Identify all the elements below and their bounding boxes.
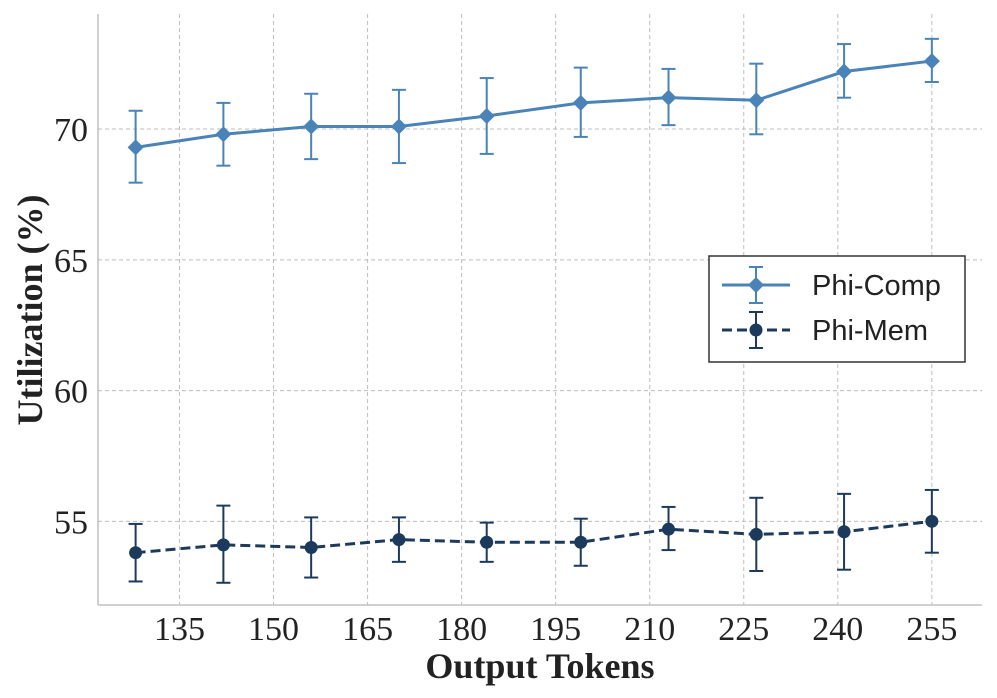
legend-marker-phi-comp [748,277,764,293]
data-point-phi-comp [303,118,320,135]
data-point-phi-comp [748,92,765,109]
y-tick-label: 65 [54,243,88,280]
grid [98,14,982,605]
x-tick-label: 180 [436,611,487,648]
data-point-phi-comp [127,139,144,156]
plot-area [127,37,940,584]
y-tick-label: 60 [54,374,88,411]
data-point-phi-comp [572,94,589,111]
y-tick-label: 55 [54,504,88,541]
legend-marker-phi-mem [749,323,763,337]
x-tick-label: 255 [906,611,957,648]
data-point-phi-mem [129,546,143,560]
data-point-phi-mem [837,525,851,539]
legend-entry-phi-mem: Phi-Mem [722,311,928,349]
x-tick-label: 210 [624,611,675,648]
series-phi-comp [127,37,940,184]
x-axis-title: Output Tokens [425,646,654,686]
y-tick-label: 70 [54,112,88,149]
data-point-phi-mem [392,533,406,547]
series-phi-mem [128,488,939,584]
series-line-phi-mem [135,519,933,555]
legend-label-phi-mem: Phi-Mem [812,315,928,347]
data-point-phi-comp [660,89,677,106]
legend-label-phi-comp: Phi-Comp [812,270,941,302]
data-point-phi-mem [480,535,494,549]
x-tick-label: 135 [154,611,205,648]
data-point-phi-comp [923,53,940,70]
x-tick-label: 225 [718,611,769,648]
data-point-phi-mem [574,535,588,549]
data-point-phi-mem [216,538,230,552]
data-point-phi-mem [925,514,939,528]
data-point-phi-mem [304,540,318,554]
legend: Phi-Comp Phi-Mem [708,255,966,363]
x-tick-label: 195 [530,611,581,648]
x-tick-label: 150 [248,611,299,648]
data-point-phi-comp [478,107,495,124]
data-point-phi-comp [215,126,232,143]
axes-spines [97,14,982,606]
legend-entries: Phi-Comp Phi-Mem [722,266,941,349]
series-line-phi-comp [135,59,933,149]
data-point-phi-mem [749,527,763,541]
data-point-phi-comp [836,63,853,80]
data-point-phi-mem [662,522,676,536]
y-axis-title: Utilization (%) [10,195,50,426]
legend-box [708,255,966,363]
x-tick-label: 240 [812,611,863,648]
data-point-phi-comp [390,118,407,135]
tick-labels: 135 150 165 180 195 210 225 240 255 55 60 65 70 [54,112,957,648]
x-tick-label: 165 [342,611,393,648]
legend-entry-phi-comp: Phi-Comp [722,266,941,304]
